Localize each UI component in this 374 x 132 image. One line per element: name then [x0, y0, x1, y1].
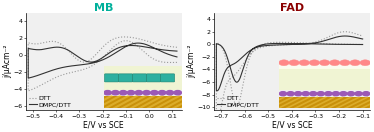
Legend: DTT, DMPC/DTT: DTT, DMPC/DTT	[29, 96, 71, 107]
Y-axis label: j/μAcm⁻²: j/μAcm⁻²	[3, 45, 12, 78]
Title: FAD: FAD	[280, 3, 304, 13]
Legend: DTT, DMPC/DTT: DTT, DMPC/DTT	[217, 96, 260, 107]
Y-axis label: j/μAcm⁻²: j/μAcm⁻²	[187, 45, 196, 78]
X-axis label: E/V vs SCE: E/V vs SCE	[272, 120, 312, 129]
Title: MB: MB	[94, 3, 113, 13]
X-axis label: E/V vs SCE: E/V vs SCE	[83, 120, 124, 129]
